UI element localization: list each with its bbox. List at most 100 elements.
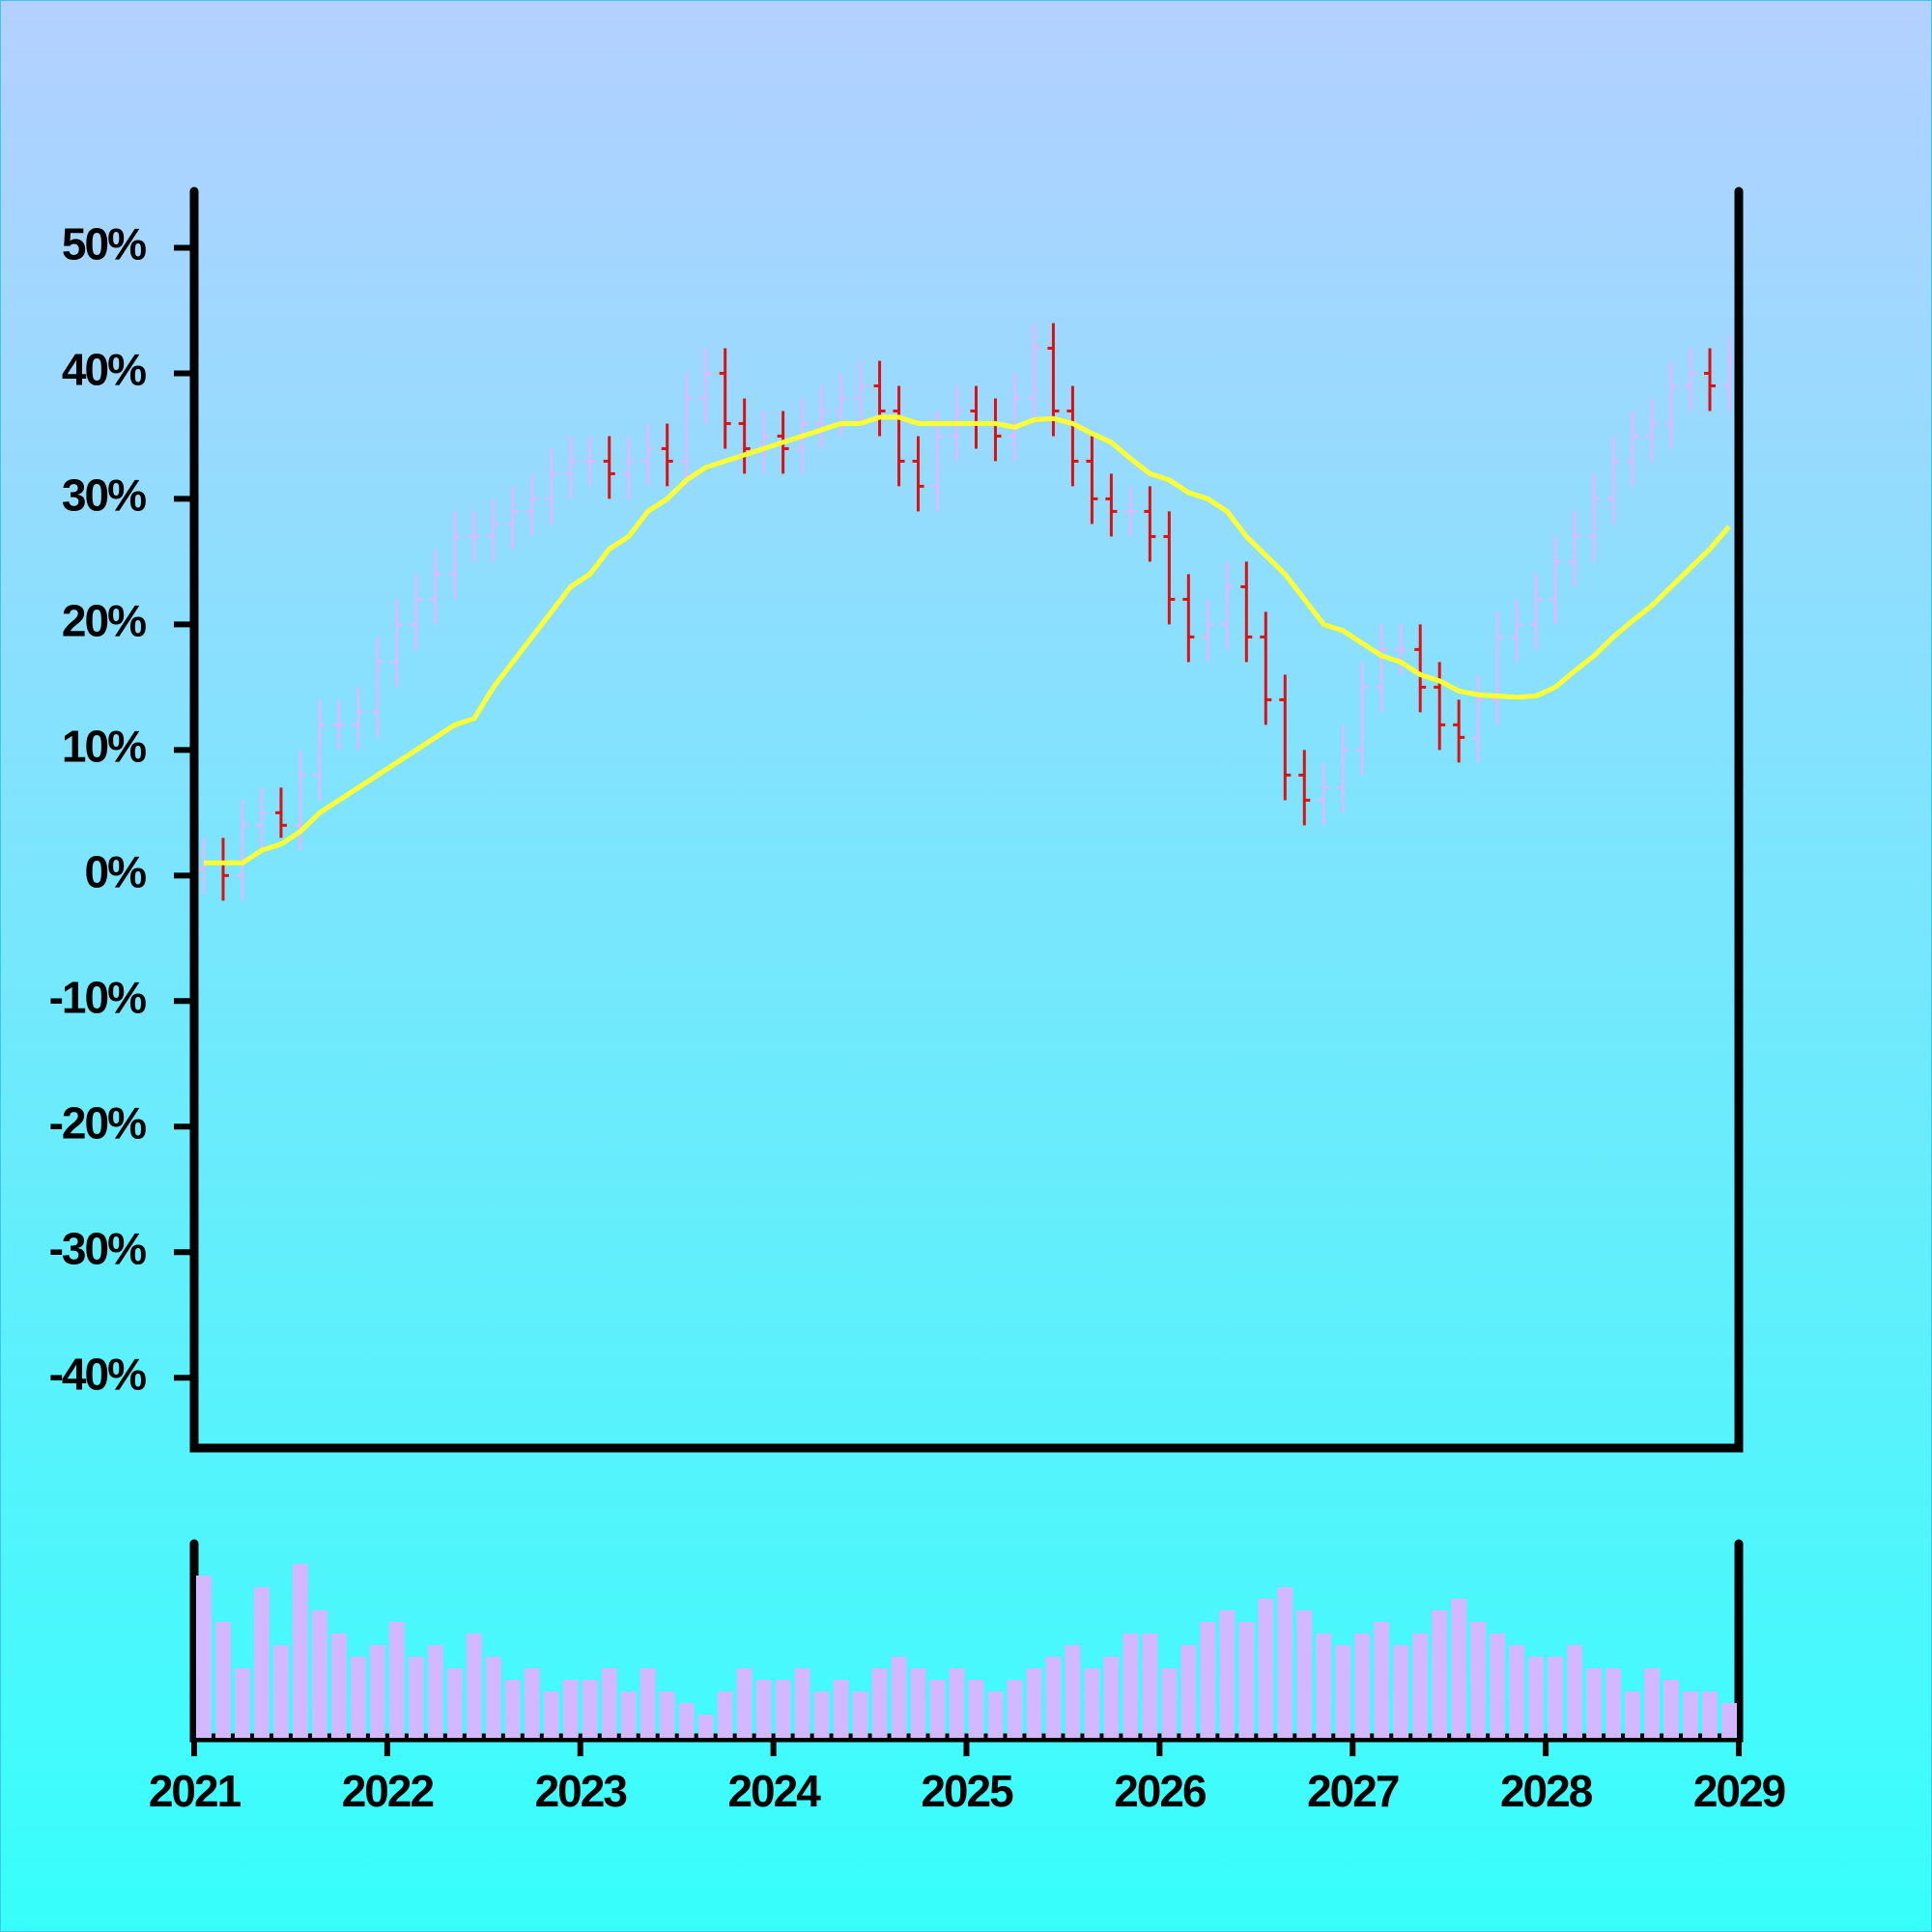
y-tick-label: -20% xyxy=(49,1097,146,1148)
volume-bar xyxy=(987,1691,1004,1738)
volume-bar xyxy=(1509,1645,1525,1738)
volume-bar xyxy=(543,1691,559,1738)
volume-bar xyxy=(1393,1645,1409,1738)
volume-bar xyxy=(466,1634,482,1738)
volume-bar xyxy=(292,1564,308,1738)
volume-bar xyxy=(1335,1645,1351,1738)
volume-bar xyxy=(1432,1610,1448,1738)
x-tick-label: 2023 xyxy=(535,1766,627,1816)
volume-bar xyxy=(620,1691,637,1738)
x-tick-label: 2027 xyxy=(1307,1766,1399,1816)
x-tick-label: 2028 xyxy=(1500,1766,1593,1816)
volume-bar xyxy=(1625,1691,1641,1738)
volume-bar xyxy=(1200,1622,1216,1738)
volume-bar xyxy=(234,1668,250,1738)
volume-bar xyxy=(1702,1691,1719,1738)
x-tick-label: 2025 xyxy=(921,1766,1013,1816)
volume-bar xyxy=(272,1645,289,1738)
volume-bar xyxy=(1065,1645,1081,1738)
volume-bar xyxy=(214,1622,231,1738)
y-tick-label: 30% xyxy=(62,470,146,521)
volume-bar xyxy=(775,1680,791,1738)
volume-bar xyxy=(717,1691,733,1738)
volume-bar xyxy=(1374,1622,1390,1738)
volume-bar xyxy=(1605,1668,1622,1738)
volume-bar xyxy=(1103,1657,1120,1738)
volume-bar xyxy=(1683,1691,1699,1738)
volume-bar xyxy=(1161,1668,1178,1738)
moving-average-line xyxy=(204,414,1731,866)
volume-bar xyxy=(678,1703,695,1738)
volume-bar xyxy=(1644,1668,1661,1738)
volume-bar xyxy=(253,1587,270,1738)
y-tick-label: 40% xyxy=(62,345,146,395)
volume-bar xyxy=(446,1668,463,1738)
volume-bar xyxy=(1258,1599,1274,1738)
x-tick-label: 2024 xyxy=(727,1766,821,1816)
volume-bar xyxy=(1045,1657,1062,1738)
volume-bar xyxy=(697,1715,714,1738)
volume-bar xyxy=(1721,1703,1738,1738)
y-tick-label: 0% xyxy=(85,846,147,896)
y-tick-label: 50% xyxy=(62,219,146,270)
volume-bar xyxy=(1412,1634,1429,1738)
y-tick-label: 10% xyxy=(62,722,146,772)
volume-bar xyxy=(330,1634,347,1738)
volume-bar xyxy=(968,1680,984,1738)
volume-bar xyxy=(427,1645,443,1738)
volume-bar xyxy=(1663,1680,1680,1738)
x-tick-label: 2026 xyxy=(1114,1766,1206,1816)
volume-bar xyxy=(350,1657,366,1738)
volume-bar xyxy=(852,1691,868,1738)
volume-bar xyxy=(582,1680,598,1738)
volume-bar xyxy=(736,1668,753,1738)
x-tick-label: 2029 xyxy=(1693,1766,1785,1816)
volume-bar xyxy=(1122,1634,1139,1738)
volume-bar xyxy=(639,1668,656,1738)
volume-bar xyxy=(1026,1668,1042,1738)
volume-bar xyxy=(1238,1622,1255,1738)
volume-bar xyxy=(1084,1668,1100,1738)
volume-bar xyxy=(871,1668,888,1738)
volume-bar xyxy=(1451,1599,1467,1738)
y-tick-label: -30% xyxy=(49,1223,146,1273)
volume-bar xyxy=(1296,1610,1313,1738)
volume-bar xyxy=(813,1691,830,1738)
volume-bar xyxy=(562,1680,579,1738)
volume-bar xyxy=(1277,1587,1293,1738)
volume-bar xyxy=(1180,1645,1197,1738)
volume-bar xyxy=(794,1668,810,1738)
volume-bar xyxy=(1142,1634,1158,1738)
volume-bar xyxy=(1586,1668,1603,1738)
volume-bar xyxy=(1354,1634,1371,1738)
volume-bar xyxy=(1316,1634,1332,1738)
volume-bar xyxy=(311,1610,327,1738)
volume-bar xyxy=(929,1680,946,1738)
y-tick-label: 20% xyxy=(62,596,146,646)
volume-bar xyxy=(408,1657,424,1738)
volume-bar xyxy=(833,1680,849,1738)
volume-bar xyxy=(1490,1634,1506,1738)
volume-bar xyxy=(755,1680,772,1738)
volume-bar xyxy=(659,1691,675,1738)
volume-bar xyxy=(195,1576,212,1738)
volume-bar xyxy=(369,1645,385,1738)
volume-bar xyxy=(1567,1645,1583,1738)
volume-bar xyxy=(524,1668,540,1738)
volume-bar xyxy=(1470,1622,1487,1738)
volume-bar xyxy=(1548,1657,1564,1738)
price-axes xyxy=(189,186,1744,1453)
volume-bar xyxy=(1528,1657,1545,1738)
plot-area xyxy=(197,323,1736,901)
volume-bar xyxy=(910,1668,926,1738)
volume-bar xyxy=(504,1680,521,1738)
volume-bar xyxy=(949,1668,965,1738)
volume-bar xyxy=(601,1668,617,1738)
volume-bar xyxy=(1219,1610,1236,1738)
volume-bar xyxy=(485,1657,501,1738)
volume-bar xyxy=(388,1622,405,1738)
x-tick-label: 2022 xyxy=(342,1766,434,1816)
